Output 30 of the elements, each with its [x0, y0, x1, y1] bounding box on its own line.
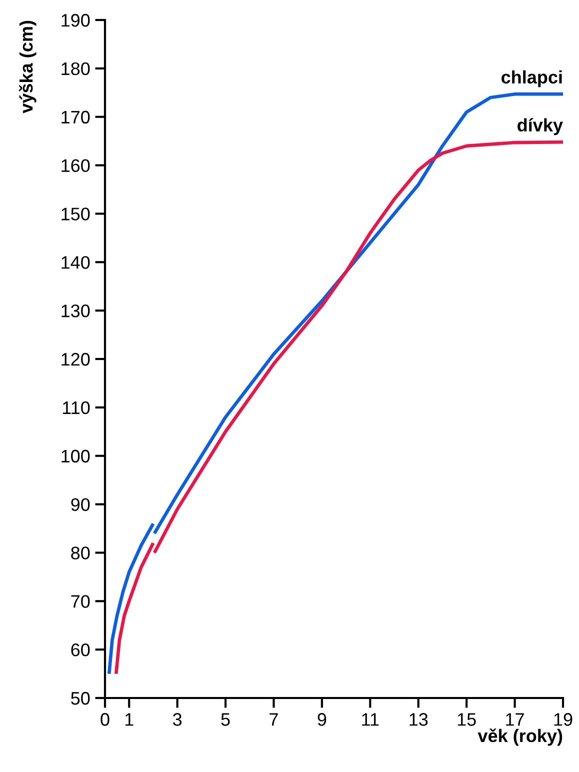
- y-tick-label: 80: [71, 546, 90, 560]
- x-tick-label: 15: [458, 713, 476, 726]
- series-label: dívky: [518, 118, 563, 136]
- x-tick-label: 11: [362, 713, 379, 726]
- y-tick-label: 50: [71, 692, 90, 705]
- x-tick-label: 9: [318, 713, 326, 726]
- y-tick-label: 70: [71, 595, 90, 608]
- y-tick-label: 150: [62, 208, 90, 220]
- x-tick-label: 3: [172, 713, 182, 726]
- x-tick-label: 1: [125, 713, 134, 726]
- y-axis-title: výška (cm): [19, 20, 36, 114]
- x-tick-label: 5: [221, 713, 230, 726]
- x-axis-title: věk (roky): [478, 728, 562, 746]
- y-tick-label: 120: [62, 352, 90, 366]
- y-tick-label: 160: [62, 159, 90, 172]
- y-tick-label: 170: [62, 110, 90, 124]
- y-tick-label: 140: [62, 256, 90, 269]
- y-tick-label: 180: [62, 62, 90, 76]
- y-tick-label: 110: [63, 401, 90, 414]
- x-tick-label: 17: [506, 713, 524, 726]
- x-tick-label: 7: [270, 713, 278, 726]
- x-tick-label: 13: [410, 713, 428, 726]
- x-tick-label: 0: [100, 713, 110, 726]
- y-tick-label: 100: [62, 450, 90, 463]
- x-tick-label: 19: [554, 713, 572, 726]
- y-tick-label: 130: [62, 304, 90, 318]
- y-tick-label: 60: [71, 644, 90, 656]
- y-tick-label: 90: [71, 498, 90, 512]
- series-label: chlapci: [501, 70, 562, 88]
- y-tick-label: 190: [62, 14, 90, 27]
